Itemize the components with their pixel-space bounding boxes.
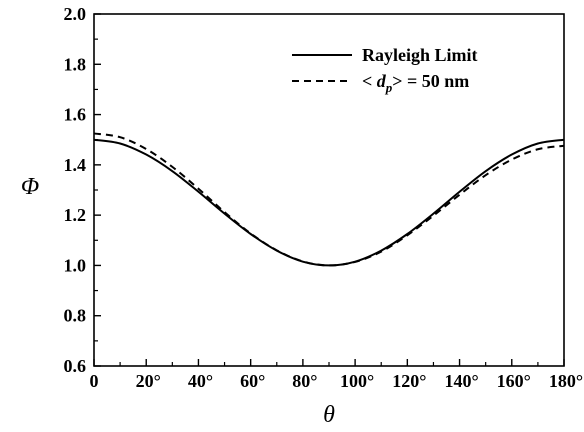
y-tick-label: 1.4 xyxy=(64,155,87,175)
y-tick-label: 1.6 xyxy=(64,105,87,125)
y-tick-label: 0.6 xyxy=(64,356,87,376)
y-tick-label: 1.8 xyxy=(64,54,87,74)
y-tick-label: 0.8 xyxy=(64,306,87,326)
x-tick-label: 140° xyxy=(444,371,478,391)
plot-frame xyxy=(93,13,565,367)
x-tick-label: 0 xyxy=(90,371,99,391)
x-tick-label: 180° xyxy=(549,371,583,391)
legend-label-d: d xyxy=(377,71,387,91)
x-tick-label: 40° xyxy=(188,371,213,391)
x-tick-label: 60° xyxy=(240,371,265,391)
x-tick-label: 20° xyxy=(136,371,161,391)
y-tick-label: 1.0 xyxy=(64,255,87,275)
legend-label-open: < xyxy=(362,71,377,91)
legend-label-p-subscript: p xyxy=(385,80,393,95)
legend-label-rest: > = 50 nm xyxy=(392,71,469,91)
legend-label-rayleigh-limit: Rayleigh Limit xyxy=(362,45,478,65)
plot-marks xyxy=(93,132,565,267)
x-tick-label: 100° xyxy=(340,371,374,391)
x-tick-label: 120° xyxy=(392,371,426,391)
y-tick-label: 2.0 xyxy=(64,4,87,24)
x-tick-label: 160° xyxy=(497,371,531,391)
x-tick-label: 80° xyxy=(292,371,317,391)
legend: Rayleigh Limit < dp> = 50 nm xyxy=(292,45,478,95)
legend-label-dp-50nm: < dp> = 50 nm xyxy=(362,71,469,95)
series-line-rayleigh-limit xyxy=(93,138,565,267)
series-line-dp-50nm xyxy=(93,132,565,267)
y-axis-ticks: 0.6 0.8 1.0 1.2 1.4 1.6 1.8 2.0 xyxy=(64,4,101,376)
x-axis-ticks: 0 20° 40° 60° 80° 100° 120° 140° 160° 180° xyxy=(90,359,583,391)
y-tick-label: 1.2 xyxy=(64,205,87,225)
y-axis-label: Φ xyxy=(21,174,39,200)
x-axis-label: θ xyxy=(323,402,335,428)
